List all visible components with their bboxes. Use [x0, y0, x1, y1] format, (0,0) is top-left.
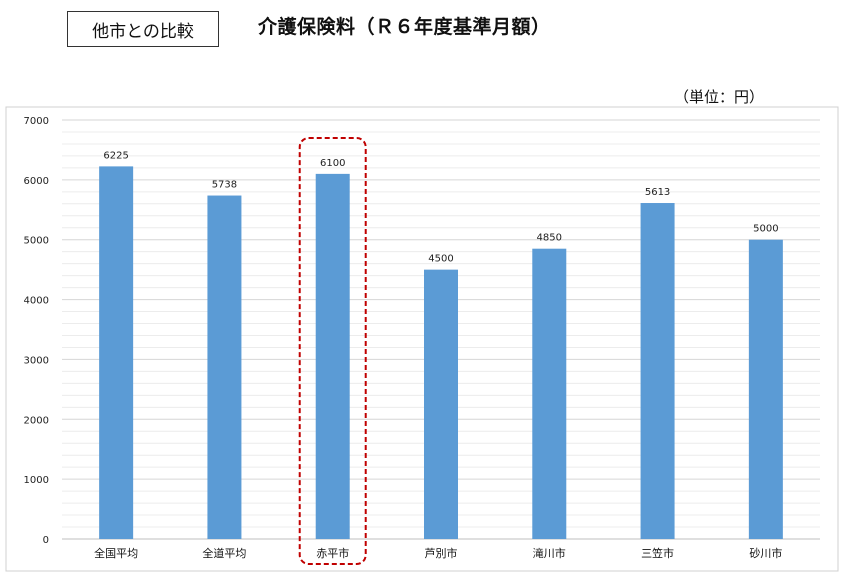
bar: [207, 195, 242, 539]
y-tick-label: 7000: [24, 116, 49, 127]
bar: [315, 173, 350, 539]
bar: [424, 269, 458, 539]
category-label: 全国平均: [94, 546, 138, 560]
bar: [748, 239, 783, 539]
y-tick-label: 2000: [24, 415, 49, 426]
data-label: 6100: [320, 158, 345, 169]
data-label: 4500: [428, 254, 453, 265]
category-label: 全道平均: [202, 546, 246, 560]
data-label: 6225: [103, 150, 128, 161]
y-tick-label: 0: [43, 535, 49, 546]
category-label: 砂川市: [749, 546, 782, 560]
comparison-tag-label: 他市との比較: [92, 21, 194, 42]
chart-title: 介護保険料（Ｒ６年度基準月額）: [258, 16, 551, 38]
chart-frame: [5, 106, 839, 572]
category-label: 芦別市: [425, 546, 458, 560]
bar: [640, 203, 675, 539]
y-tick-label: 1000: [24, 475, 49, 486]
y-tick-label: 4000: [24, 296, 49, 307]
comparison-tag: 他市との比較: [67, 11, 219, 47]
category-label: 三笠市: [641, 546, 674, 560]
category-label: 赤平市: [316, 546, 349, 560]
data-label: 5000: [753, 224, 778, 235]
unit-label: （単位：円）: [674, 88, 765, 106]
data-label: 5613: [645, 187, 670, 198]
data-label: 5738: [212, 180, 237, 191]
bar: [99, 166, 134, 539]
bar: [532, 248, 567, 539]
y-tick-label: 3000: [24, 355, 49, 366]
data-label: 4850: [537, 233, 562, 244]
highlight-frame: [298, 137, 367, 565]
y-tick-label: 5000: [24, 236, 49, 247]
category-label: 滝川市: [533, 546, 566, 560]
y-tick-label: 6000: [24, 176, 49, 187]
